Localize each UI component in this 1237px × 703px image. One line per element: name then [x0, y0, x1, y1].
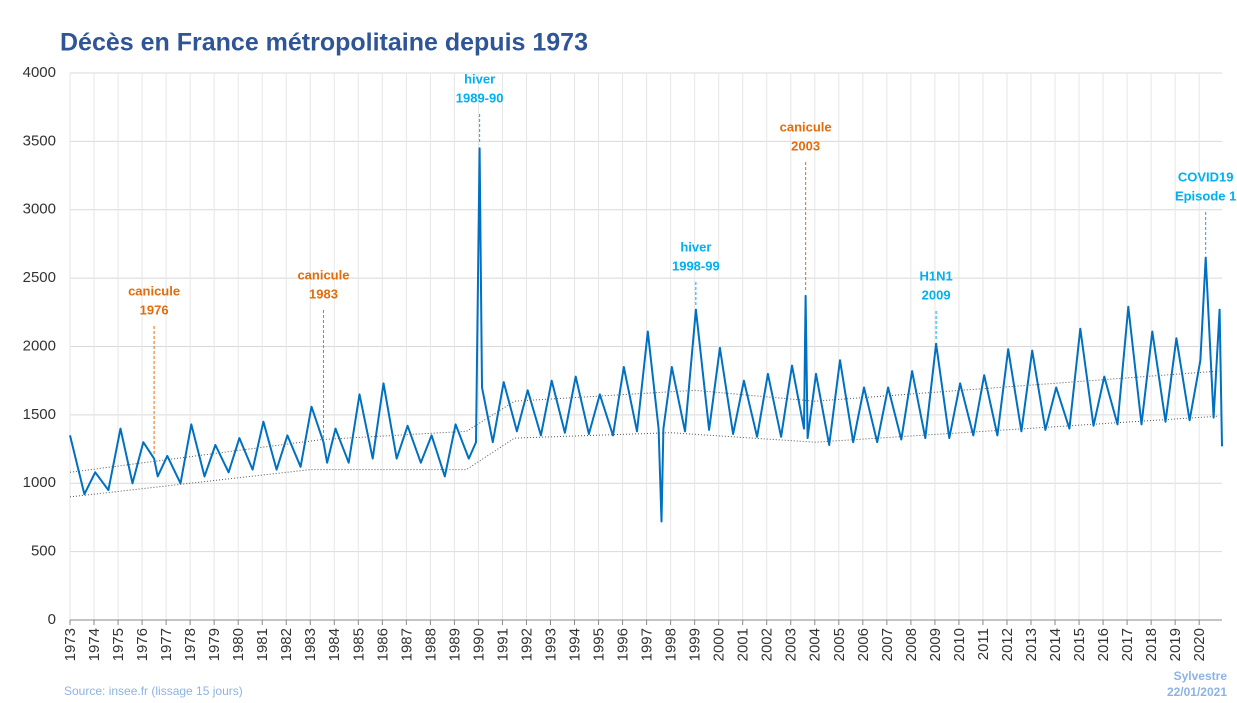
x-tick-label: 2018 — [1143, 628, 1160, 661]
x-tick-label: 2000 — [711, 628, 728, 661]
annotation-text: 1976 — [140, 302, 169, 317]
date: 22/01/2021 — [1167, 685, 1227, 699]
y-tick-label: 2500 — [23, 269, 56, 286]
annotation-text: Episode 1 — [1175, 188, 1236, 203]
x-tick-label: 1988 — [422, 628, 439, 661]
annotation-text: canicule — [780, 119, 832, 134]
x-tick-label: 2010 — [951, 628, 968, 661]
annotation-text: canicule — [297, 267, 349, 282]
y-tick-label: 1500 — [23, 406, 56, 423]
x-tick-label: 1978 — [182, 628, 199, 661]
annotation-text: hiver — [464, 71, 495, 86]
x-tick-label: 1982 — [278, 628, 295, 661]
x-tick-label: 1992 — [518, 628, 535, 661]
x-tick-label: 2005 — [831, 628, 848, 661]
x-tick-label: 1975 — [110, 628, 127, 661]
source-note: Source: insee.fr (lissage 15 jours) — [64, 684, 243, 698]
x-tick-label: 2002 — [759, 628, 776, 661]
trend-line — [69, 370, 1219, 473]
author: Sylvestre — [1174, 669, 1228, 683]
x-tick-label: 2006 — [855, 628, 872, 661]
x-tick-label: 1984 — [326, 628, 343, 661]
x-tick-label: 2013 — [1023, 628, 1040, 661]
x-tick-label: 1987 — [398, 628, 415, 661]
x-tick-label: 2001 — [735, 628, 752, 661]
x-tick-label: 2014 — [1047, 628, 1064, 661]
y-tick-label: 3500 — [23, 132, 56, 149]
x-tick-label: 1983 — [302, 628, 319, 661]
x-tick-label: 2008 — [903, 628, 920, 661]
x-tick-label: 2015 — [1071, 628, 1088, 661]
data-line — [69, 147, 1223, 523]
y-tick-label: 2000 — [23, 337, 56, 354]
annotation-text: hiver — [680, 239, 711, 254]
annotation-text: 2003 — [791, 138, 820, 153]
y-tick-label: 1000 — [23, 474, 56, 491]
x-tick-label: 1999 — [687, 628, 704, 661]
x-tick-label: 1990 — [470, 628, 487, 661]
annotation-text: 2009 — [922, 287, 951, 302]
x-tick-label: 1985 — [350, 628, 367, 661]
x-tick-label: 2019 — [1167, 628, 1184, 661]
annotation-text: canicule — [128, 283, 180, 298]
x-tick-label: 2007 — [879, 628, 896, 661]
x-tick-label: 2004 — [807, 628, 824, 661]
annotation-text: 1989-90 — [456, 90, 504, 105]
annotation-text: 1998-99 — [672, 258, 720, 273]
chart-title: Décès en France métropolitaine depuis 19… — [60, 29, 588, 57]
trend-line — [69, 415, 1219, 498]
y-tick-label: 500 — [31, 543, 56, 560]
x-tick-label: 1989 — [446, 628, 463, 661]
x-tick-label: 2016 — [1095, 628, 1112, 661]
y-tick-label: 4000 — [23, 64, 56, 81]
x-tick-label: 2009 — [927, 628, 944, 661]
x-tick-label: 1981 — [254, 628, 271, 661]
x-tick-label: 1991 — [494, 628, 511, 661]
x-tick-label: 1977 — [158, 628, 175, 661]
x-tick-label: 1980 — [230, 628, 247, 661]
x-tick-label: 1998 — [663, 628, 680, 661]
annotation-text: 1983 — [309, 286, 338, 301]
x-tick-label: 1986 — [374, 628, 391, 661]
x-tick-label: 1976 — [134, 628, 151, 661]
annotation-text: H1N1 — [919, 268, 952, 283]
x-tick-label: 1973 — [62, 628, 79, 661]
x-tick-label: 1994 — [566, 628, 583, 661]
x-tick-label: 1996 — [615, 628, 632, 661]
x-tick-label: 2012 — [999, 628, 1016, 661]
x-tick-label: 1997 — [639, 628, 656, 661]
x-tick-label: 1979 — [206, 628, 223, 661]
x-tick-label: 2020 — [1191, 628, 1208, 661]
y-tick-label: 0 — [48, 611, 56, 628]
x-tick-label: 2011 — [975, 628, 992, 660]
y-tick-label: 3000 — [23, 201, 56, 218]
x-tick-label: 2017 — [1119, 628, 1136, 661]
x-tick-label: 1974 — [86, 628, 103, 661]
x-tick-label: 2003 — [783, 628, 800, 661]
x-tick-label: 1993 — [542, 628, 559, 661]
annotation-text: COVID19 — [1178, 169, 1234, 184]
x-tick-label: 1995 — [591, 628, 608, 661]
